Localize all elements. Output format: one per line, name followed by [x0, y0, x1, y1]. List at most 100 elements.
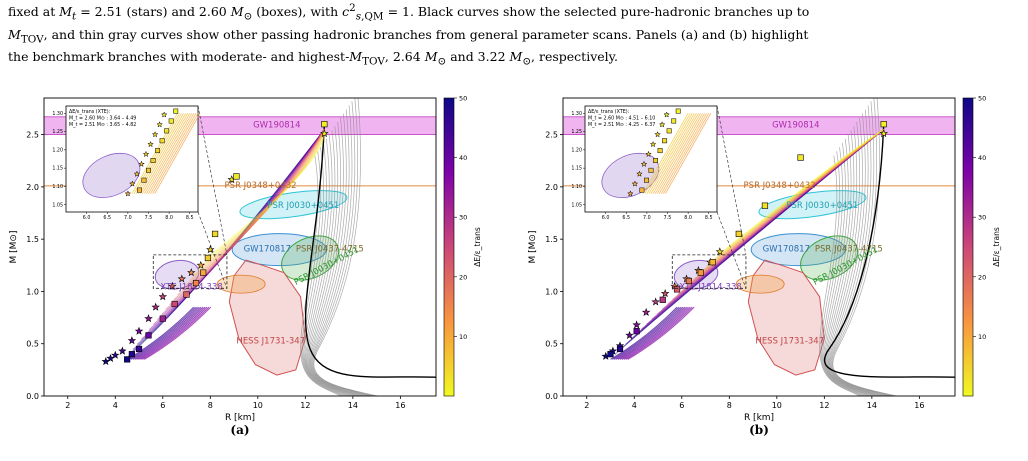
inset-branch	[150, 113, 197, 194]
x-tick-label: 4	[113, 401, 118, 410]
inset-x-tick-label: 8.0	[684, 215, 692, 221]
low-mass-branch	[617, 306, 686, 360]
inset-star-marker	[640, 160, 648, 167]
inset-star-marker	[658, 121, 666, 128]
inset-x-tick-label: 7.5	[145, 215, 153, 221]
region-label: HESS J1731-347	[755, 337, 824, 347]
inset-box-marker	[653, 158, 658, 163]
star-marker	[106, 353, 115, 362]
inset-box-marker	[657, 148, 663, 154]
star-marker	[177, 274, 187, 283]
inset-branch	[642, 113, 689, 194]
box-marker	[735, 230, 742, 238]
inset-box-marker	[173, 108, 179, 114]
inset-branch	[656, 113, 703, 194]
star-marker	[168, 281, 177, 290]
x-tick-label: 6	[679, 401, 684, 410]
colorbar	[443, 97, 455, 397]
inset-y-tick-label: 1.05	[52, 202, 63, 208]
inset-branch	[144, 113, 191, 194]
inset-x-tick-label: 7.0	[124, 215, 132, 221]
gray-hadronic-curve	[820, 151, 864, 396]
inset-legend-line: M_t = 2.60 M⊙ : 3.64 – 4.49	[69, 116, 136, 122]
x-axis-label: R [km]	[744, 413, 774, 423]
inset-branch	[652, 113, 699, 194]
low-mass-branch	[625, 306, 693, 360]
star-marker	[879, 129, 889, 138]
gray-hadronic-curve	[301, 151, 345, 396]
star-marker	[651, 297, 660, 306]
low-mass-branch	[128, 306, 196, 360]
zoom-guide-line	[197, 105, 228, 255]
inset-star-marker	[636, 170, 643, 177]
inset-branch	[646, 113, 693, 194]
inset-box-marker	[141, 177, 147, 183]
panel-label: (a)	[230, 423, 249, 437]
star-marker	[196, 260, 206, 269]
box-marker	[607, 351, 614, 358]
x-tick-label: 16	[914, 401, 924, 410]
colorbar	[962, 97, 974, 397]
inset-branch	[154, 113, 201, 194]
black-hadronic-branch	[823, 124, 955, 378]
inset-x-tick-label: 8.5	[705, 215, 713, 221]
x-tick-label: 14	[348, 401, 358, 410]
colorbar-tick-label: 10	[978, 333, 986, 341]
plot-area: GW190814 PSR J0348+0432 PSR J0030+0451 GW17…	[44, 98, 436, 396]
inset-branch	[665, 113, 712, 194]
inset-branch	[146, 113, 193, 194]
y-tick-label: 1.5	[26, 235, 39, 244]
figure-caption: fixed at Mt = 2.51 (stars) and 2.60 M⊙ (…	[8, 0, 1020, 71]
y-tick-label: 2.5	[545, 131, 558, 140]
inset-plot: ΔE/ε_trans (XTE):M_t = 2.60 M⊙ : 3.64 – …	[52, 105, 201, 221]
inset-legend-line: ΔE/ε_trans (XTE):	[69, 109, 111, 115]
region-label: GW190814	[253, 120, 300, 130]
psr-j0437-contour	[281, 235, 340, 281]
inset-box-marker	[164, 128, 170, 134]
inset-y-tick-label: 1.15	[52, 166, 63, 172]
inset-y-tick-label: 1.20	[52, 147, 63, 153]
caption-line-2: MTOV, and thin gray curves show other pa…	[8, 26, 809, 46]
psr-j0437-contour	[800, 235, 859, 281]
low-mass-branch	[132, 306, 200, 360]
inset-legend-line: ΔE/ε_trans (XTE):	[588, 109, 630, 115]
inset-star-marker	[645, 150, 652, 158]
colorbar-tick-label: 30	[459, 214, 467, 222]
inset-box-marker	[648, 167, 654, 173]
colorbar-tick-label: 30	[978, 214, 986, 222]
star-marker	[625, 330, 634, 339]
box-marker	[633, 328, 640, 335]
star-marker	[118, 346, 127, 355]
inset-box-marker	[168, 118, 174, 124]
box-marker	[709, 259, 716, 266]
colorbar-tick-label: 20	[459, 273, 467, 281]
box-marker	[183, 291, 190, 298]
y-tick-label: 1.5	[545, 235, 558, 244]
low-mass-branch	[134, 306, 202, 360]
y-tick-label: 1.0	[545, 287, 558, 296]
zoom-guide-line	[197, 211, 228, 289]
inset-xte-contour	[82, 152, 141, 198]
inset-box-marker	[639, 187, 645, 193]
inset-branch	[148, 113, 195, 194]
region-label: XTE J1814-338	[160, 282, 222, 292]
inset-star-marker	[160, 111, 168, 118]
orange-region	[216, 274, 266, 294]
inset-x-tick-label: 8.5	[186, 215, 194, 221]
x-tick-label: 4	[632, 401, 637, 410]
x-tick-label: 10	[253, 401, 263, 410]
box-marker	[685, 277, 693, 285]
inset-star-marker	[654, 130, 662, 138]
caption-line-3: the benchmark branches with moderate- an…	[8, 49, 619, 68]
inset-box-marker	[666, 128, 672, 134]
box-marker	[211, 230, 219, 238]
inset-branch	[650, 113, 697, 194]
colorbar-label: ΔE/ε_trans	[992, 227, 1001, 267]
y-tick-label: 1.0	[26, 287, 39, 296]
box-marker	[697, 269, 704, 276]
box-marker	[135, 345, 143, 353]
x-tick-label: 8	[727, 401, 732, 410]
inset-y-tick-label: 1.10	[52, 184, 63, 190]
region-label: PSR J0348+0432	[225, 181, 297, 191]
panel-label: (b)	[749, 423, 769, 437]
